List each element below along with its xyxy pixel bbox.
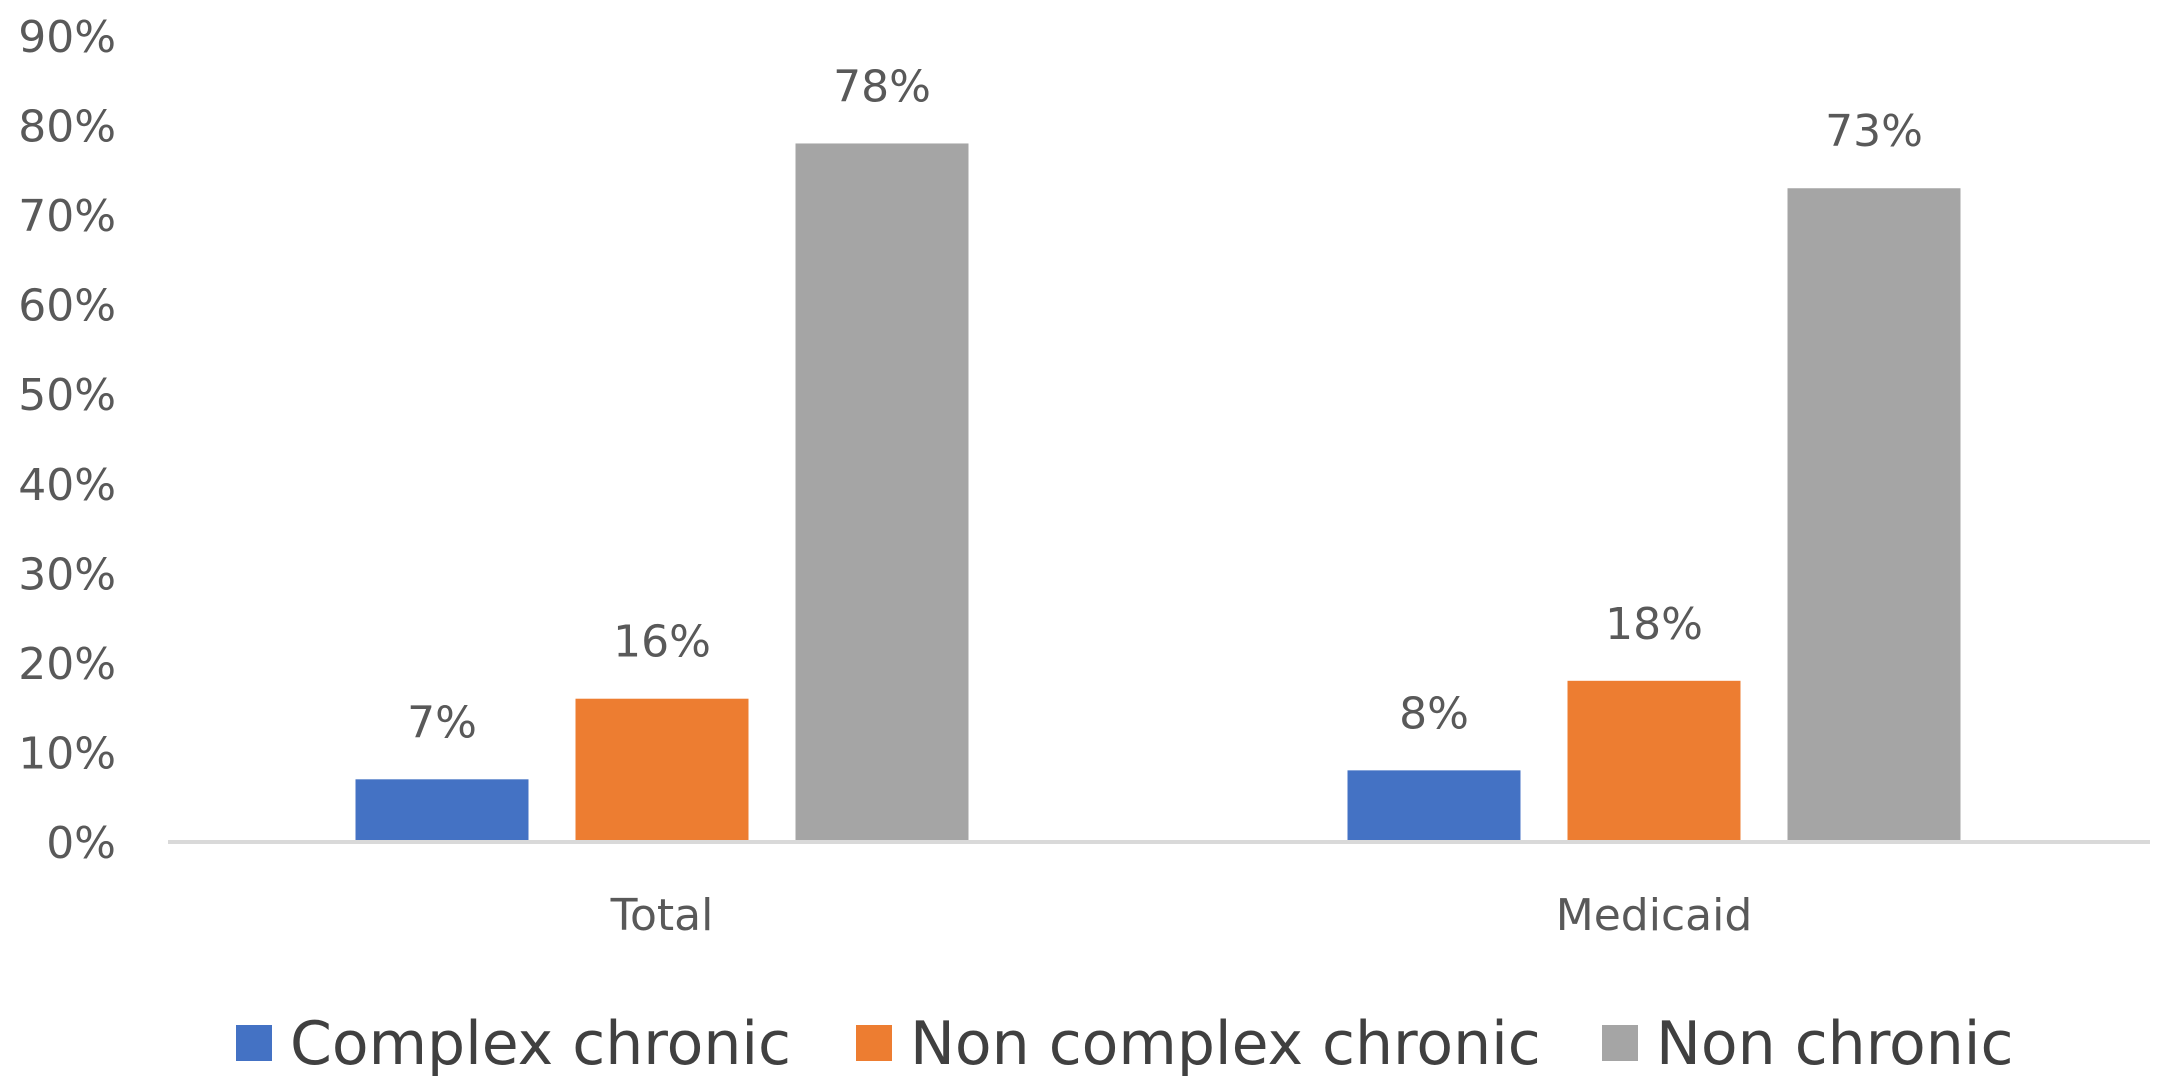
data-label: 8% (1399, 688, 1469, 739)
y-tick-label: 40% (18, 460, 116, 511)
data-label: 16% (613, 617, 711, 668)
category-label: Total (610, 890, 714, 941)
bar (1787, 188, 1961, 842)
y-tick-label: 10% (18, 728, 116, 779)
y-tick-label: 50% (18, 370, 116, 421)
bar (355, 779, 529, 842)
legend-swatch (1602, 1025, 1638, 1061)
y-tick-label: 70% (18, 191, 116, 242)
data-label: 78% (833, 61, 931, 112)
bar (1567, 680, 1741, 842)
data-labels: 7% 16% 78% 8% 18% 73% (407, 61, 1923, 748)
y-tick-label: 20% (18, 639, 116, 690)
data-label: 73% (1825, 106, 1923, 157)
y-tick-label: 90% (18, 12, 116, 63)
y-tick-label: 80% (18, 102, 116, 153)
legend: Complex chronic Non complex chronic Non ch… (236, 1009, 2013, 1076)
legend-label: Complex chronic (290, 1009, 791, 1076)
y-tick-label: 60% (18, 281, 116, 332)
legend-label: Non chronic (1656, 1009, 2013, 1076)
y-tick-label: 30% (18, 549, 116, 600)
legend-swatch (856, 1025, 892, 1061)
legend-swatch (236, 1025, 272, 1061)
y-tick-label: 0% (46, 818, 116, 869)
bar (1347, 770, 1521, 842)
legend-label: Non complex chronic (910, 1009, 1541, 1076)
y-axis-ticks: 0% 10% 20% 30% 40% 50% 60% 70% 80% 90% (18, 12, 116, 869)
bar (575, 698, 749, 842)
category-label: Medicaid (1556, 890, 1753, 941)
bar (795, 143, 969, 842)
bars (355, 143, 1961, 842)
category-labels: Total Medicaid (610, 890, 1753, 941)
data-label: 18% (1605, 599, 1703, 650)
data-label: 7% (407, 697, 477, 748)
